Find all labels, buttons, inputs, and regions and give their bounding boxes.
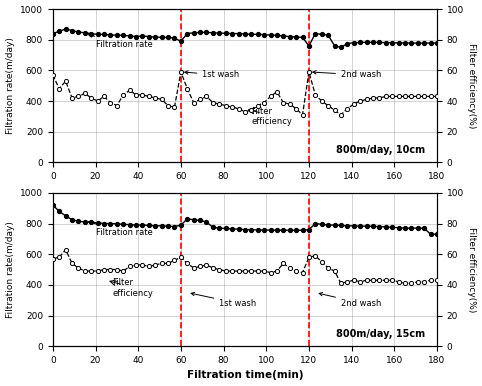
Y-axis label: Filter efficiency(%): Filter efficiency(%)	[468, 43, 476, 129]
Text: 2nd wash: 2nd wash	[313, 71, 381, 80]
X-axis label: Filtration time(min): Filtration time(min)	[187, 371, 303, 381]
Text: Filtration rate: Filtration rate	[89, 34, 152, 49]
Text: 800m/day, 10cm: 800m/day, 10cm	[336, 145, 426, 155]
Y-axis label: Filtration rate(m/day): Filtration rate(m/day)	[6, 37, 14, 134]
Text: Filtration rate: Filtration rate	[89, 221, 152, 237]
Y-axis label: Filter efficiency(%): Filter efficiency(%)	[468, 227, 476, 312]
Y-axis label: Filtration rate(m/day): Filtration rate(m/day)	[6, 221, 14, 318]
Text: Filter
efficiency: Filter efficiency	[251, 107, 292, 126]
Text: 2nd wash: 2nd wash	[319, 293, 381, 308]
Text: 1st wash: 1st wash	[185, 71, 240, 80]
Text: 1st wash: 1st wash	[191, 292, 256, 308]
Text: 800m/day, 15cm: 800m/day, 15cm	[336, 328, 426, 339]
Text: Filter
efficiency: Filter efficiency	[113, 278, 153, 298]
